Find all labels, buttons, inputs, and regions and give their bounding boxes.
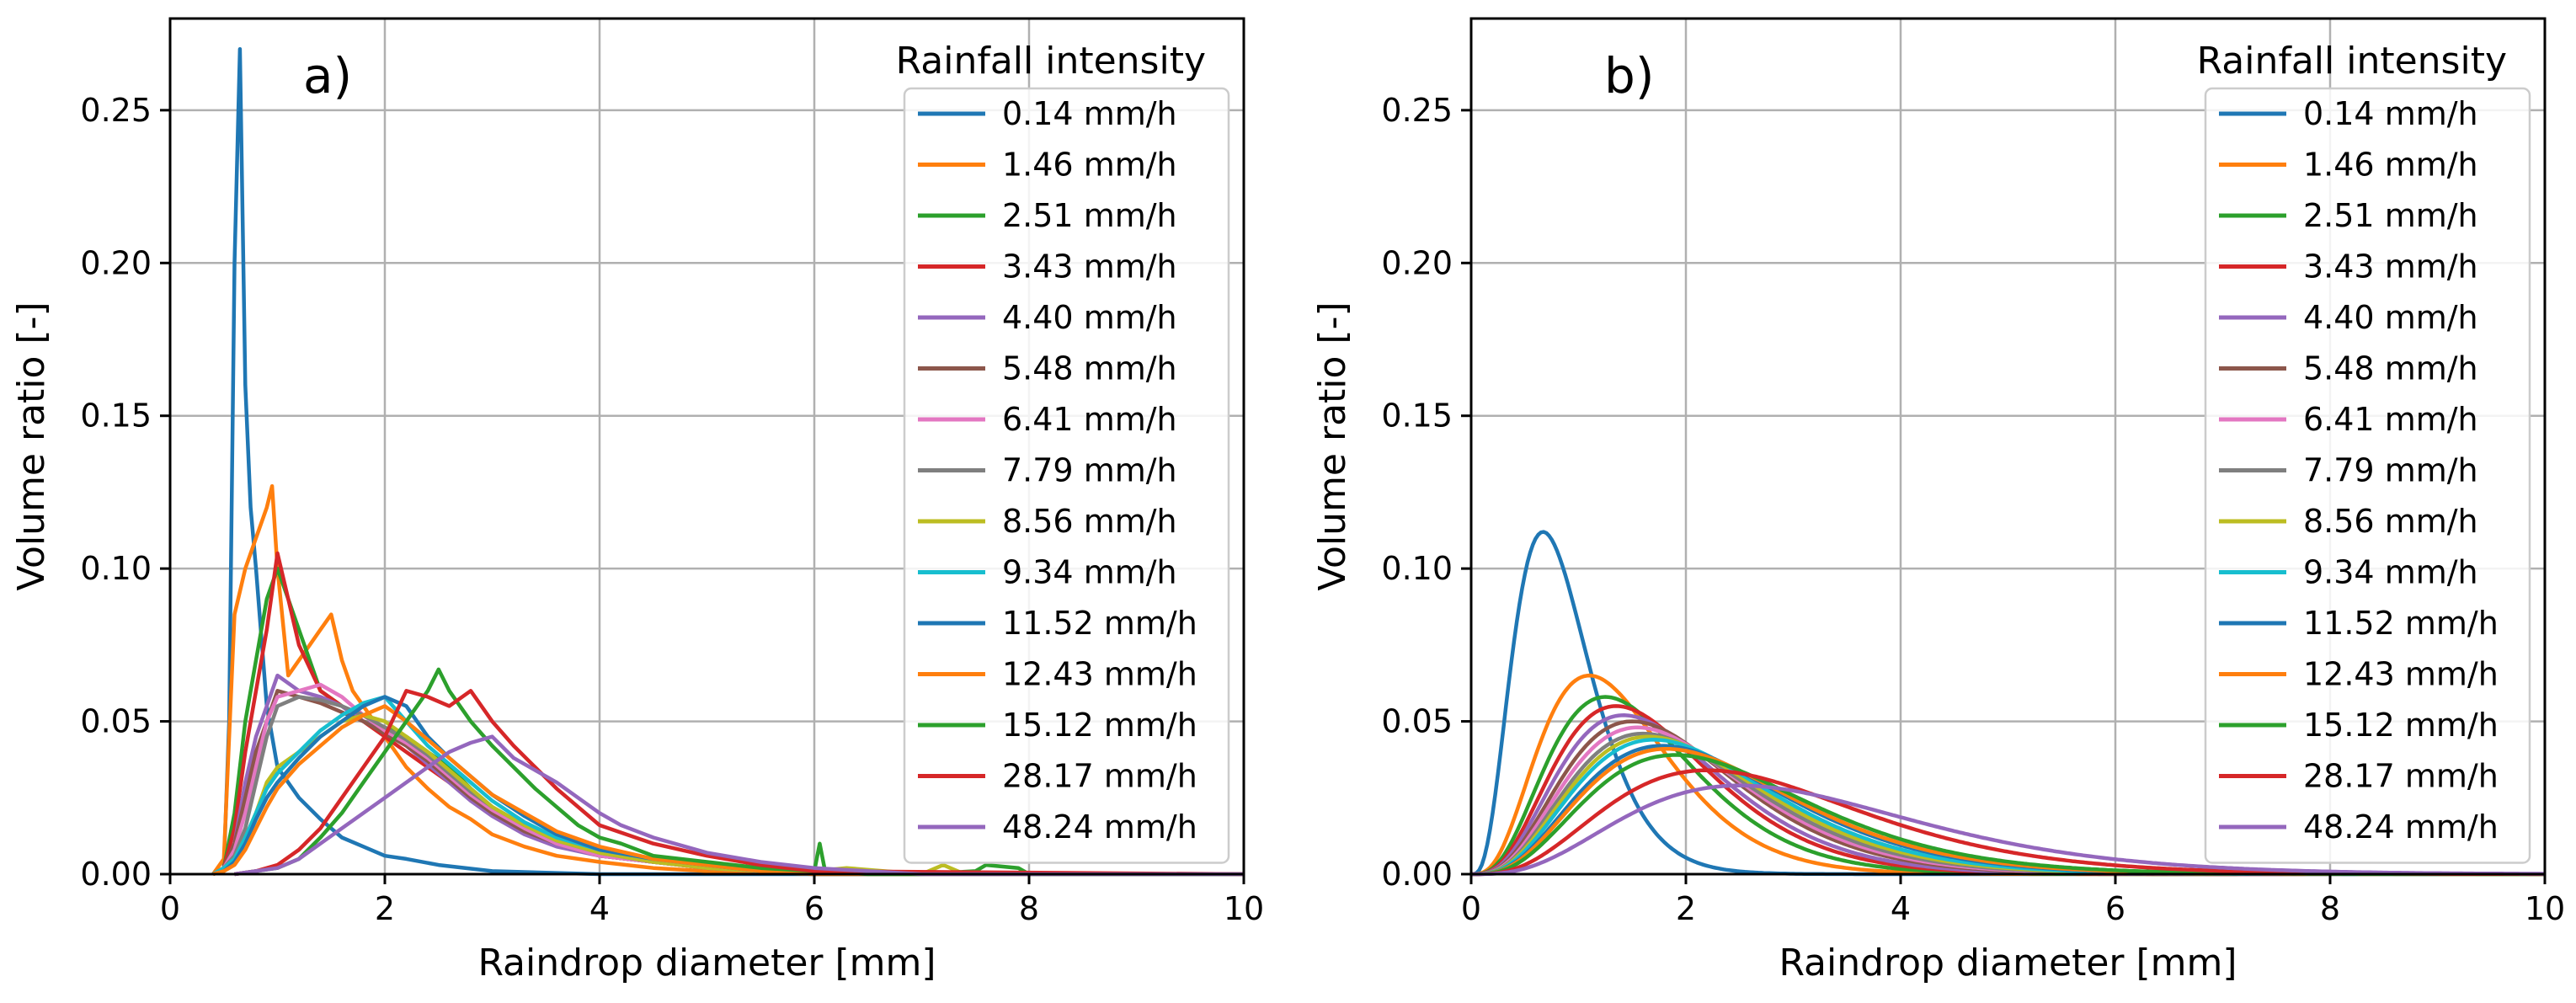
panel-a-legend-label-2: 2.51 mm/h xyxy=(1002,197,1177,234)
panel-a-ytick-label-3: 0.15 xyxy=(80,397,152,435)
panel-a-legend-label-9: 9.34 mm/h xyxy=(1002,554,1177,591)
panel-b-xtick-label-1: 2 xyxy=(1676,890,1696,927)
panel-b-legend-label-7: 7.79 mm/h xyxy=(2303,452,2478,489)
panel-a-legend-label-3: 3.43 mm/h xyxy=(1002,248,1177,285)
panel-a-axes-frame xyxy=(168,17,1245,876)
panel-a-series-line-13 xyxy=(234,689,1245,877)
panel-b-legend-label-11: 12.43 mm/h xyxy=(2303,656,2499,693)
panel-a-xtick-label-2: 4 xyxy=(589,890,610,927)
panel-a-series-line-0 xyxy=(211,47,1244,877)
panel-a-series-line-14 xyxy=(234,734,1244,877)
panel-a-series-line-1 xyxy=(211,483,1244,877)
panel-a-legend-label-8: 8.56 mm/h xyxy=(1002,503,1177,540)
panel-a-legend-label-1: 1.46 mm/h xyxy=(1002,147,1177,184)
panel-a-legend-box xyxy=(903,87,1230,864)
panel-b-legend-label-5: 5.48 mm/h xyxy=(2303,350,2478,387)
panel-a-label: a) xyxy=(303,47,352,104)
panel-a-xtick-label-3: 6 xyxy=(804,890,824,927)
panel-b-axes-frame xyxy=(1469,17,2547,876)
panel-b-legend-label-0: 0.14 mm/h xyxy=(2303,95,2478,132)
panel-b-ytick-label-5: 0.25 xyxy=(1381,92,1453,129)
panel-b-legend-label-10: 11.52 mm/h xyxy=(2303,605,2499,642)
panel-a-xlabel: Raindrop diameter [mm] xyxy=(477,942,936,984)
panel-b-legend-label-12: 15.12 mm/h xyxy=(2303,707,2499,744)
panel-a-legend-label-4: 4.40 mm/h xyxy=(1002,299,1177,336)
panel-b-legend-label-1: 1.46 mm/h xyxy=(2303,147,2478,184)
panel-b-legend-label-9: 9.34 mm/h xyxy=(2303,554,2478,591)
panel-b-xtick-label-0: 0 xyxy=(1461,890,1481,927)
panel-b-legend-label-3: 3.43 mm/h xyxy=(2303,248,2478,285)
panel-a-legend-label-10: 11.52 mm/h xyxy=(1002,605,1197,642)
panel-a-xtick-label-0: 0 xyxy=(160,890,180,927)
panel-b-legend-label-6: 6.41 mm/h xyxy=(2303,401,2478,438)
panel-b-xtick-label-5: 10 xyxy=(2525,890,2565,927)
panel-b-ytick-label-3: 0.15 xyxy=(1381,397,1453,435)
panel-b-ytick-label-4: 0.20 xyxy=(1381,244,1453,281)
panel-b-xtick-label-4: 8 xyxy=(2320,890,2340,927)
panel-a-legend-label-13: 28.17 mm/h xyxy=(1002,758,1197,795)
panel-a-ytick-label-0: 0.00 xyxy=(80,856,152,893)
panel-a-xtick-label-1: 2 xyxy=(375,890,395,927)
panel-b-ytick-label-1: 0.05 xyxy=(1381,703,1453,740)
panel-a-legend-label-11: 12.43 mm/h xyxy=(1002,656,1197,693)
panel-a-ytick-label-5: 0.25 xyxy=(80,92,152,129)
panel-b-label: b) xyxy=(1604,47,1654,104)
panel-a-legend-label-14: 48.24 mm/h xyxy=(1002,808,1197,846)
panel-a-ytick-label-4: 0.20 xyxy=(80,244,152,281)
panel-b-legend-title: Rainfall intensity xyxy=(2197,40,2507,83)
panel-a-xtick-label-4: 8 xyxy=(1019,890,1039,927)
panel-b-ylabel: Volume ratio [-] xyxy=(1311,301,1354,590)
panel-a-ytick-label-2: 0.10 xyxy=(80,550,152,587)
panel-a-xtick-label-5: 10 xyxy=(1224,890,1264,927)
panel-b-ytick-label-2: 0.10 xyxy=(1381,550,1453,587)
panel-b-legend-label-13: 28.17 mm/h xyxy=(2303,758,2499,795)
panel-b-legend-label-2: 2.51 mm/h xyxy=(2303,197,2478,234)
panel-a-ytick-label-1: 0.05 xyxy=(80,703,152,740)
panel-a-legend-label-5: 5.48 mm/h xyxy=(1002,350,1177,387)
panel-b-xtick-label-3: 6 xyxy=(2105,890,2125,927)
panel-a-legend-title: Rainfall intensity xyxy=(896,40,1206,83)
panel-a-legend-label-0: 0.14 mm/h xyxy=(1002,95,1177,132)
panel-b-xlabel: Raindrop diameter [mm] xyxy=(1779,942,2237,984)
panel-b-legend-label-4: 4.40 mm/h xyxy=(2303,299,2478,336)
panel-a-ylabel: Volume ratio [-] xyxy=(10,301,53,590)
panel-b-legend-box xyxy=(2204,87,2531,864)
panel-b-legend-label-8: 8.56 mm/h xyxy=(2303,503,2478,540)
panel-b-ytick-label-0: 0.00 xyxy=(1381,856,1453,893)
panel-a-legend-label-6: 6.41 mm/h xyxy=(1002,401,1177,438)
panel-a-legend-label-12: 15.12 mm/h xyxy=(1002,707,1197,744)
panel-b-xtick-label-2: 4 xyxy=(1891,890,1911,927)
panel-b-series-line-14 xyxy=(1471,783,2545,877)
panel-b-legend-label-14: 48.24 mm/h xyxy=(2303,808,2499,846)
panel-a-legend-label-7: 7.79 mm/h xyxy=(1002,452,1177,489)
